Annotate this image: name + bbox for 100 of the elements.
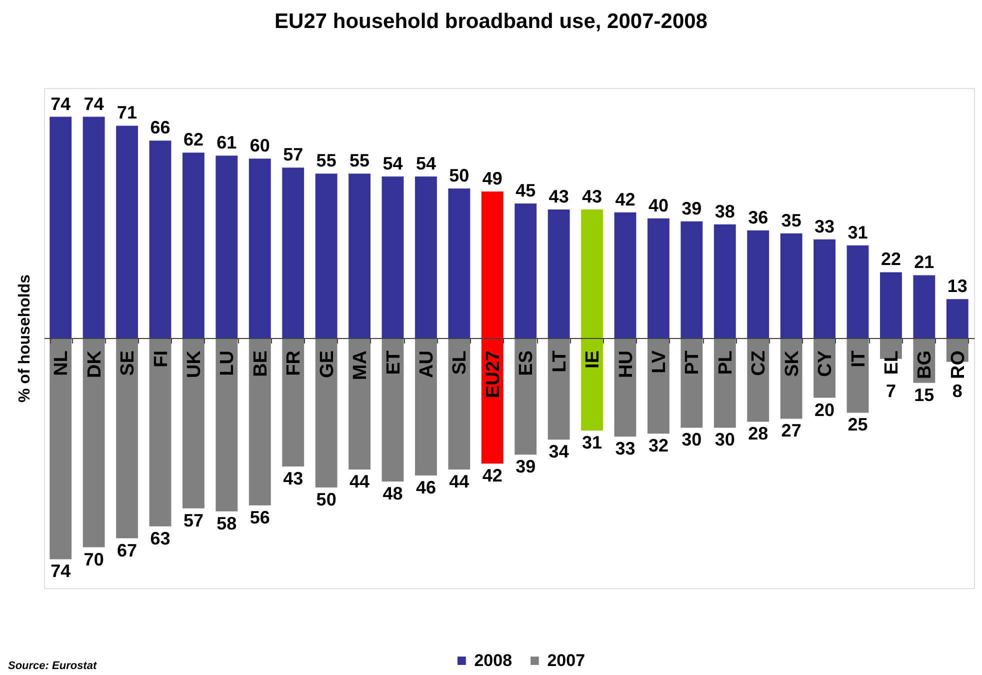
annotation: 63 xyxy=(150,528,170,548)
data-label: 42 xyxy=(615,189,636,210)
annotation: 32 xyxy=(648,436,668,456)
data-label: 33 xyxy=(814,216,835,236)
x-tick-label: IT xyxy=(848,350,870,368)
bar xyxy=(648,218,670,338)
data-label: 45 xyxy=(516,180,536,200)
bar xyxy=(714,338,736,428)
x-tick-label: GE xyxy=(316,350,338,378)
y-axis-title: % of households xyxy=(16,274,34,402)
annotation: 7 xyxy=(886,380,896,401)
x-tick-label: SK xyxy=(782,350,803,377)
data-label: 43 xyxy=(548,186,569,206)
data-label: 50 xyxy=(449,166,470,186)
bar xyxy=(415,338,437,476)
chart-title: EU27 household broadband use, 2007-2008 xyxy=(274,10,708,33)
x-tick-label: NL xyxy=(51,350,72,376)
annotation: 28 xyxy=(748,424,768,444)
x-tick-label: BE xyxy=(250,350,272,377)
annotation: 74 xyxy=(50,561,71,582)
x-tick-label: BG xyxy=(914,350,936,379)
data-label: 66 xyxy=(150,118,170,138)
bar xyxy=(248,158,271,338)
bar xyxy=(514,203,537,338)
bar xyxy=(82,116,105,338)
annotation: 39 xyxy=(516,456,536,477)
bar xyxy=(216,156,238,338)
bar xyxy=(348,338,370,470)
bar xyxy=(216,338,238,512)
x-tick-label: HU xyxy=(616,350,637,378)
data-label: 54 xyxy=(382,154,403,174)
bar xyxy=(415,176,437,338)
annotation: 57 xyxy=(183,510,204,530)
x-tick-label: EL xyxy=(881,350,902,375)
bar xyxy=(315,338,338,488)
bar xyxy=(680,221,703,338)
x-tick-label: DK xyxy=(84,350,106,378)
bar xyxy=(614,212,636,338)
x-tick-label: SL xyxy=(450,350,471,375)
x-tick-label: MA xyxy=(350,350,372,380)
bar xyxy=(149,140,172,338)
bar xyxy=(747,230,770,338)
x-tick-label: ET xyxy=(383,350,404,375)
x-tick-label: FR xyxy=(284,350,305,376)
annotation: 20 xyxy=(814,400,835,420)
annotation: 70 xyxy=(84,549,104,570)
x-tick-label: EU27 xyxy=(482,350,504,398)
bar xyxy=(82,338,105,548)
annotation: 30 xyxy=(682,430,702,450)
bar xyxy=(913,275,936,338)
x-tick-label: FI xyxy=(150,350,172,368)
annotation: 48 xyxy=(382,484,403,504)
annotation: 34 xyxy=(548,442,569,462)
x-tick-label: PT xyxy=(682,350,704,375)
bar xyxy=(182,152,204,338)
bar xyxy=(946,299,968,338)
annotation: 43 xyxy=(283,468,304,489)
x-tick-label: AU xyxy=(416,350,438,378)
annotation: 31 xyxy=(582,432,602,453)
x-tick-label: LT xyxy=(549,350,570,372)
data-label: 21 xyxy=(914,252,934,272)
annotation: 44 xyxy=(449,472,470,492)
x-tick-label: CZ xyxy=(748,350,770,376)
annotation: 8 xyxy=(952,380,962,401)
annotation: 15 xyxy=(914,384,934,405)
x-tick-label: RO xyxy=(948,350,969,379)
bar xyxy=(348,174,370,338)
legend-label: 2007 xyxy=(547,650,586,670)
annotation: 50 xyxy=(316,489,336,510)
bar xyxy=(648,338,670,434)
annotation: 25 xyxy=(848,414,868,435)
bar xyxy=(116,126,138,338)
annotation: 46 xyxy=(416,478,436,498)
bar xyxy=(382,338,404,482)
x-tick-label: LU xyxy=(217,350,238,376)
data-label: 54 xyxy=(416,154,436,174)
data-label: 43 xyxy=(582,186,602,206)
bar xyxy=(846,338,869,413)
bar xyxy=(448,338,470,470)
x-tick-label: IE xyxy=(582,350,604,368)
data-label: 57 xyxy=(283,144,304,165)
data-label: 36 xyxy=(748,207,768,228)
bar xyxy=(50,338,72,560)
data-label: 55 xyxy=(350,150,370,171)
bar xyxy=(714,224,736,338)
bar xyxy=(880,272,902,338)
x-tick-label: ES xyxy=(516,350,538,376)
data-label: 35 xyxy=(781,210,802,230)
bar xyxy=(680,338,703,428)
data-label: 62 xyxy=(183,130,204,150)
bar xyxy=(282,168,304,338)
x-tick-label: UK xyxy=(184,350,205,378)
data-label: 55 xyxy=(316,150,336,171)
data-label: 31 xyxy=(848,222,868,242)
data-label: 38 xyxy=(714,201,735,222)
data-label: 74 xyxy=(84,94,104,114)
x-tick-label: PL xyxy=(715,350,736,375)
bar xyxy=(548,209,570,338)
bar xyxy=(548,338,570,440)
data-label: 22 xyxy=(880,249,901,270)
